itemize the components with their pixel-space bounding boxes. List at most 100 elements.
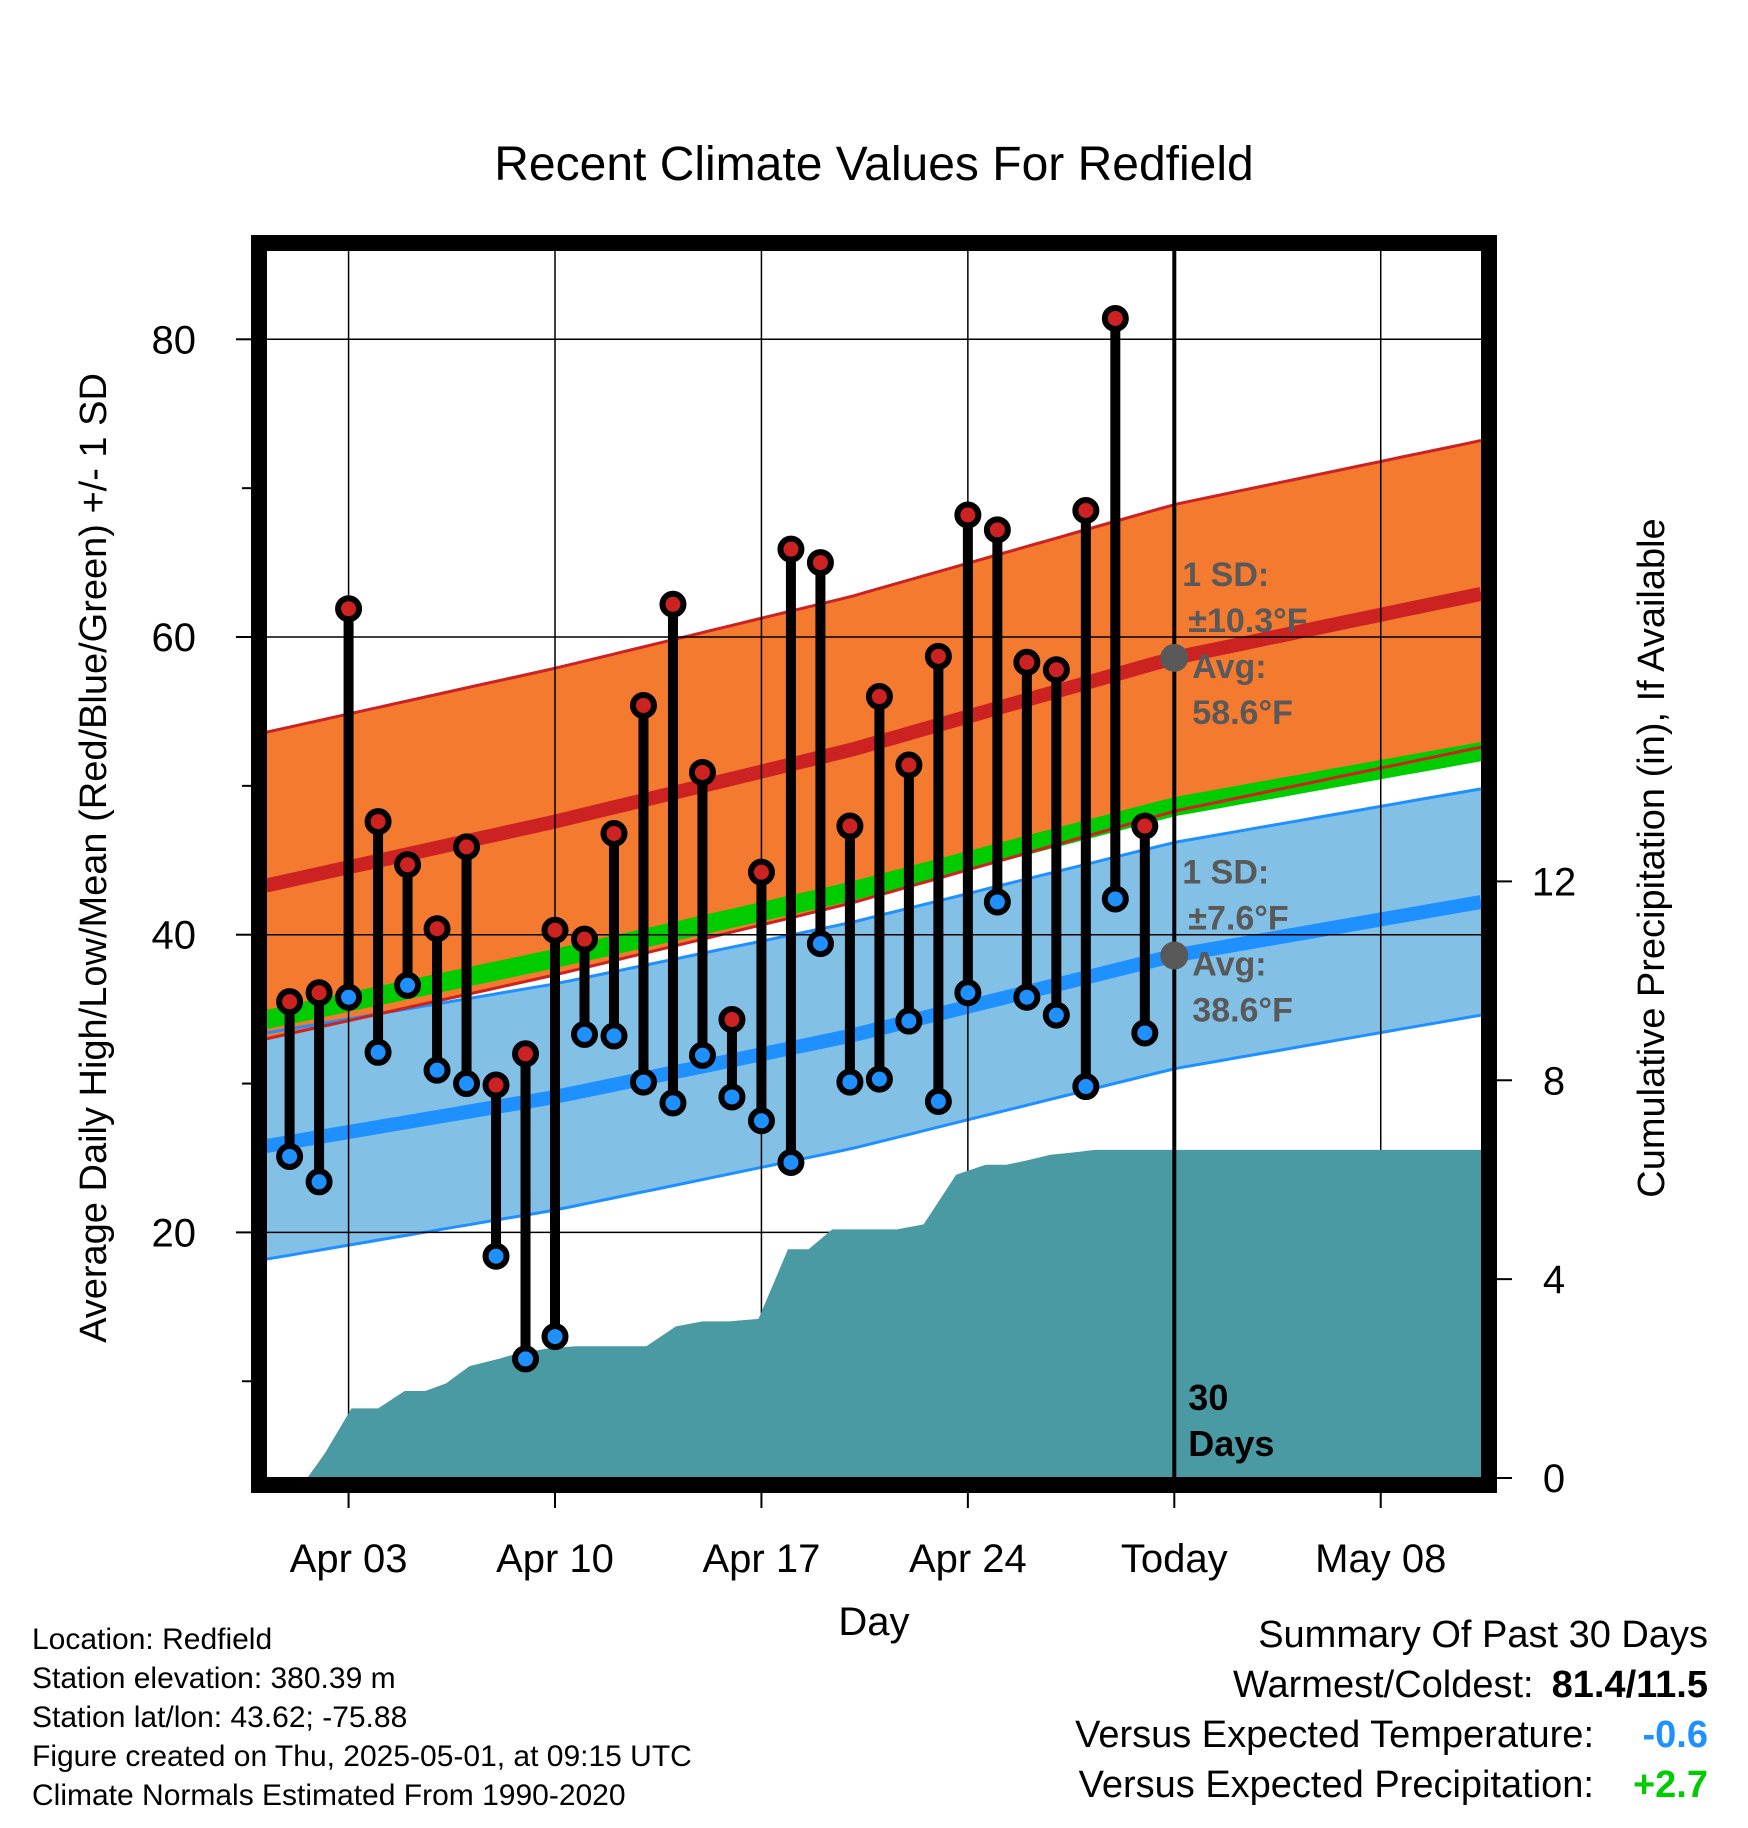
low-avg-label: Avg: — [1192, 946, 1266, 984]
obs-low-point — [718, 1083, 746, 1111]
high-sd-value: ±10.3°F — [1188, 602, 1307, 640]
obs-high-point — [394, 851, 422, 879]
obs-high-point — [600, 819, 628, 847]
today-layer: 30 Days — [1172, 250, 1274, 1478]
obs-high-point — [512, 1040, 540, 1068]
today-days-label-part: 30 — [1188, 1377, 1228, 1418]
observation-day — [865, 683, 893, 1093]
observation-day — [718, 1006, 746, 1111]
observation-day — [659, 590, 687, 1117]
low-mean-line — [266, 895, 1481, 1153]
summary-title: Summary Of Past 30 Days — [1258, 1614, 1708, 1656]
summary-temp: Versus Expected Temperature: -0.6 — [1075, 1710, 1708, 1760]
obs-low-point — [512, 1345, 540, 1373]
obs-low-point — [453, 1070, 481, 1098]
obs-low-point — [1101, 885, 1129, 913]
obs-high-point — [895, 751, 923, 779]
observation-day — [629, 691, 657, 1096]
observation-day — [983, 516, 1011, 916]
low-sd-value: ±7.6°F — [1188, 900, 1288, 938]
obs-high-point — [629, 691, 657, 719]
x-tick-label-1: Apr 10 — [496, 1537, 614, 1581]
high-avg-value: 58.6°F — [1192, 694, 1293, 732]
high-upper-edge — [266, 439, 1481, 734]
observation-day — [836, 812, 864, 1096]
observation-day — [600, 819, 628, 1050]
observation-day — [512, 1040, 540, 1373]
obs-low-point — [1042, 1001, 1070, 1029]
y-left-tick-label-40: 40 — [152, 914, 197, 958]
observation-day — [335, 595, 363, 1011]
observation-day — [924, 642, 952, 1115]
obs-low-point — [423, 1056, 451, 1084]
obs-high-point — [364, 808, 392, 836]
obs-low-point — [806, 930, 834, 958]
location-text: Location: Redfield — [32, 1623, 273, 1656]
chart-title: Recent Climate Values For Redfield — [494, 138, 1253, 191]
annotations-layer: 1 SD: ±10.3°F Avg: 58.6°F 1 SD: ±7.6°F Avg: 38.… — [1160, 556, 1308, 1030]
observation-day — [895, 751, 923, 1035]
obs-high-point — [1072, 496, 1100, 524]
obs-low-point — [1131, 1019, 1159, 1047]
y-right-tick-label-4: 4 — [1543, 1258, 1565, 1302]
obs-high-point — [747, 858, 775, 886]
obs-high-point — [305, 979, 333, 1007]
obs-low-point — [482, 1242, 510, 1270]
y-left-tick-label-80: 80 — [152, 318, 197, 362]
precip-layer — [266, 1149, 1481, 1478]
observation-day — [570, 925, 598, 1048]
obs-high-point — [777, 535, 805, 563]
elevation-text: Station elevation: 380.39 m — [32, 1662, 396, 1695]
y-right-tick-label-8: 8 — [1543, 1059, 1565, 1103]
obs-low-point — [305, 1168, 333, 1196]
obs-low-point — [777, 1148, 805, 1176]
obs-low-point — [394, 971, 422, 999]
observation-day — [1013, 648, 1041, 1011]
y-left-tick-label-20: 20 — [152, 1211, 197, 1255]
high-avg-marker — [1160, 643, 1189, 672]
obs-low-point — [895, 1007, 923, 1035]
observation-day — [1072, 496, 1100, 1101]
axis-ticks: 20 40 60 80 0 4 8 12 Apr 03 Apr 10 Apr 17 Apr 24 Tod… — [152, 318, 1577, 1581]
observation-day — [777, 535, 805, 1176]
today-days-label: 30 Days — [1188, 1377, 1274, 1464]
x-tick-label-0: Apr 03 — [290, 1537, 408, 1581]
observation-day — [453, 833, 481, 1098]
observation-day — [482, 1071, 510, 1270]
y-axis-label-right: Cumulative Precipitation (in), If Availa… — [1631, 518, 1673, 1197]
obs-high-point — [1131, 812, 1159, 840]
obs-high-point — [865, 683, 893, 711]
obs-high-point — [1042, 656, 1070, 684]
warm-cold-value: 81.4/11.5 — [1551, 1664, 1708, 1706]
obs-high-point — [335, 595, 363, 623]
obs-low-point — [364, 1038, 392, 1066]
obs-high-point — [482, 1071, 510, 1099]
x-tick-label-2: Apr 17 — [703, 1537, 821, 1581]
summary-panel: Summary Of Past 30 Days Warmest/Coldest:… — [1075, 1610, 1708, 1810]
observation-day — [806, 549, 834, 958]
y-right-tick-label-12: 12 — [1532, 860, 1577, 904]
observation-day — [747, 858, 775, 1135]
observation-day — [954, 501, 982, 1007]
y-left-tick-label-60: 60 — [152, 616, 197, 660]
obs-low-point — [1072, 1073, 1100, 1101]
precip-value: +2.7 — [1632, 1764, 1708, 1806]
low-avg-value: 38.6°F — [1192, 992, 1293, 1030]
y-right-tick-label-0: 0 — [1543, 1457, 1565, 1501]
observation-day — [541, 916, 569, 1351]
obs-high-point — [659, 590, 687, 618]
obs-low-point — [276, 1142, 304, 1170]
x-tick-label-3: Apr 24 — [909, 1537, 1027, 1581]
obs-high-point — [541, 916, 569, 944]
observation-day — [364, 808, 392, 1066]
obs-low-point — [541, 1323, 569, 1351]
obs-high-point — [276, 988, 304, 1016]
obs-low-point — [688, 1041, 716, 1069]
latlon-text: Station lat/lon: 43.62; -75.88 — [32, 1701, 408, 1734]
obs-high-point — [1101, 304, 1129, 332]
obs-low-point — [954, 979, 982, 1007]
obs-low-point — [570, 1020, 598, 1048]
temp-label: Versus Expected Temperature: — [1075, 1714, 1594, 1756]
obs-high-point — [570, 925, 598, 953]
